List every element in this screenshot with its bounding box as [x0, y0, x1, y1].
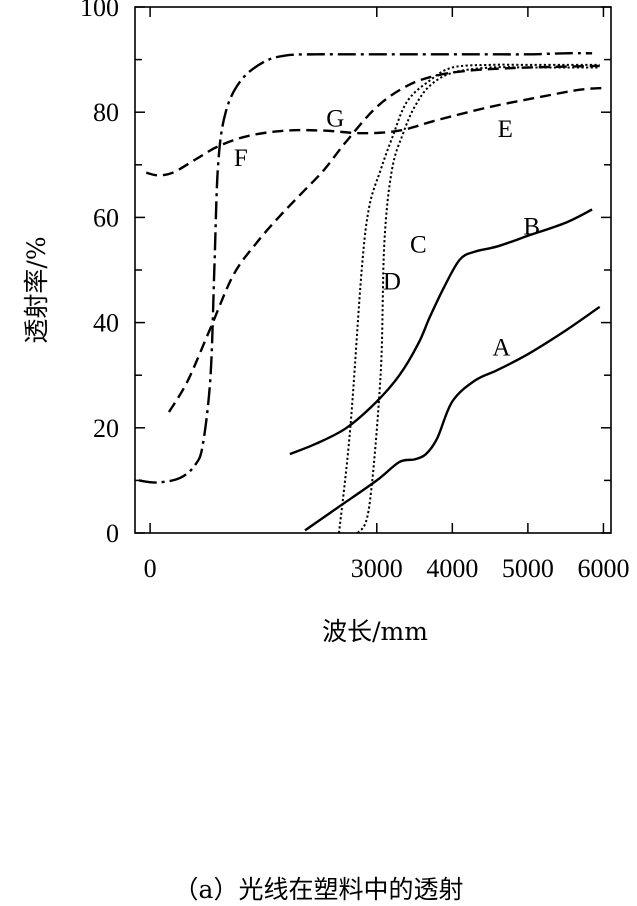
- x-tick-label: 3000: [351, 554, 403, 583]
- series-line-f: [138, 52, 593, 484]
- plot-frame: [134, 6, 612, 534]
- series-label-b: B: [523, 213, 540, 240]
- figure-caption: （a）光线在塑料中的透射: [173, 875, 464, 904]
- series-label-f: F: [234, 145, 248, 172]
- x-tick-label: 6000: [577, 554, 629, 583]
- y-tick-label: 20: [93, 414, 119, 443]
- y-tick-label: 0: [106, 519, 119, 548]
- x-tick-label: 4000: [426, 554, 478, 583]
- x-tick-label: 0: [144, 554, 157, 583]
- series-label-g: G: [326, 105, 344, 132]
- series-line-b: [289, 208, 593, 456]
- series-lines: [138, 52, 604, 534]
- x-axis-title: 波长/mm: [322, 617, 428, 646]
- y-tick-label: 100: [80, 0, 119, 22]
- series-label-d: D: [383, 269, 401, 296]
- series-line-d: [338, 63, 600, 534]
- series-line-a: [304, 305, 601, 532]
- y-tick-label: 80: [93, 98, 119, 127]
- y-axis-title: 透射率/%: [22, 236, 51, 343]
- x-tick-label: 5000: [502, 554, 554, 583]
- series-line-g: [167, 64, 600, 413]
- series-line-e: [145, 86, 604, 177]
- y-tick-label: 40: [93, 309, 119, 338]
- series-line-c: [356, 66, 600, 534]
- series-label-c: C: [410, 232, 427, 259]
- series-label-e: E: [498, 116, 513, 143]
- y-tick-label: 60: [93, 203, 119, 232]
- series-label-a: A: [492, 334, 510, 361]
- series-labels: A B CD E F G: [234, 105, 540, 361]
- axis-ticks: 0 3000 4000 5000 6000 0 20 40 60 80 100: [80, 0, 629, 583]
